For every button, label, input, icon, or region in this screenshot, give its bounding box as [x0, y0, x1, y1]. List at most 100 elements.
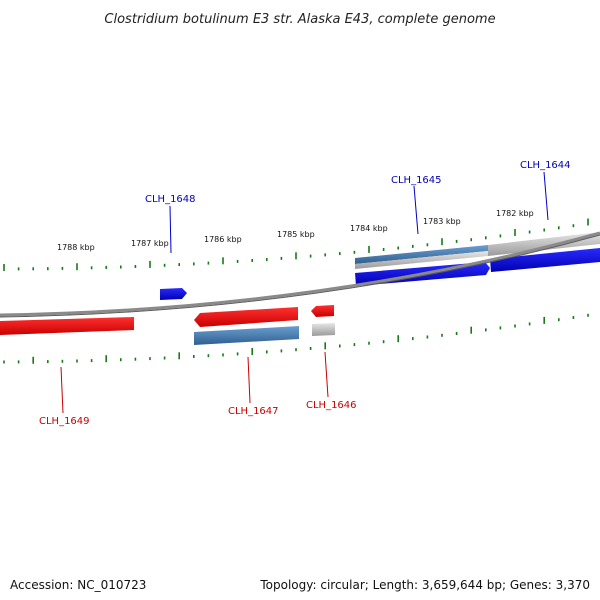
genome-backbone-lower — [0, 234, 600, 318]
lower-track-minor-tick — [280, 349, 283, 353]
upper-track-minor-tick — [339, 252, 341, 256]
label-leaders — [60, 171, 549, 414]
tick-label-1785: 1785 kbp — [277, 230, 315, 239]
gene-block-clh-1647[interactable] — [194, 307, 298, 327]
lower-track-minor-tick — [193, 355, 195, 358]
lower-track-minor-tick — [514, 324, 516, 328]
upper-track-major-tick — [149, 260, 151, 268]
leader-clh-1647 — [247, 356, 251, 404]
lower-track-minor-tick — [149, 357, 151, 361]
lower-track-minor-tick — [76, 359, 78, 363]
upper-track-minor-tick — [324, 253, 326, 257]
lower-track-major-tick — [543, 316, 545, 324]
gene-label-clh-1647[interactable]: CLH_1647 — [228, 406, 279, 417]
lower-track-minor-tick — [222, 353, 224, 357]
upper-track-major-tick — [441, 238, 443, 246]
upper-track-minor-tick — [280, 256, 283, 260]
upper-track-minor-tick — [251, 259, 253, 262]
lower-track-minor-tick — [17, 360, 20, 364]
upper-track-major-tick — [295, 252, 297, 260]
lower-track-major-tick — [32, 356, 34, 364]
upper-track-minor-tick — [207, 261, 210, 265]
lower-track-minor-tick — [3, 360, 5, 364]
lower-track-major-tick — [324, 342, 326, 350]
tick-label-1787: 1787 kbp — [131, 239, 169, 248]
upper-track-major-tick — [76, 263, 78, 271]
upper-track-minor-tick — [134, 265, 137, 268]
accession-text: Accession: NC_010723 — [10, 578, 147, 592]
upper-track-minor-tick — [528, 230, 531, 234]
cds-feature-lower-gray[interactable] — [312, 323, 335, 336]
upper-track-minor-tick — [105, 265, 107, 269]
gene-block-clh-1649[interactable] — [0, 317, 134, 335]
upper-track-minor-tick — [178, 263, 180, 267]
cds-feature-lower-steelblue[interactable] — [194, 326, 299, 345]
upper-track-major-tick — [222, 257, 224, 265]
cds-feature-upper-steelblue[interactable] — [355, 245, 488, 264]
lower-track-major-tick — [105, 355, 107, 363]
cds-feature-upper-gray-left[interactable] — [355, 251, 488, 269]
upper-track-minor-tick — [485, 236, 487, 240]
lower-track-minor-tick — [163, 356, 166, 360]
reverse-genes — [0, 305, 334, 335]
lower-track-minor-tick — [309, 347, 312, 350]
lower-feature-track — [194, 323, 335, 345]
lower-track-minor-tick — [47, 360, 49, 364]
lower-track-minor-tick — [455, 332, 458, 335]
upper-track-minor-tick — [61, 266, 64, 270]
lower-track-minor-tick — [558, 318, 560, 322]
gene-block-clh-1644[interactable] — [490, 248, 600, 272]
upper-feature-track — [355, 232, 600, 269]
upper-track-major-tick — [514, 229, 516, 236]
upper-track-minor-tick — [426, 243, 429, 247]
upper-track-minor-tick — [90, 266, 93, 270]
gene-block-clh-1646[interactable] — [311, 305, 334, 317]
lower-track-minor-tick — [236, 352, 239, 356]
upper-track-minor-tick — [163, 263, 166, 267]
genome-backbone — [0, 231, 600, 317]
upper-track-minor-tick — [309, 254, 312, 258]
upper-track-minor-tick — [47, 267, 49, 271]
lower-tick-track — [3, 313, 589, 364]
gene-label-clh-1644[interactable]: CLH_1644 — [520, 160, 571, 171]
upper-track-minor-tick — [455, 239, 458, 243]
cds-feature-upper-gray-right[interactable] — [488, 232, 600, 256]
lower-track-minor-tick — [485, 328, 487, 332]
lower-track-minor-tick — [353, 343, 356, 347]
upper-track-minor-tick — [412, 244, 414, 248]
map-title: Clostridium botulinum E3 str. Alaska E43… — [104, 12, 495, 27]
lower-track-minor-tick — [572, 316, 575, 319]
gene-label-clh-1649[interactable]: CLH_1649 — [39, 416, 90, 427]
upper-track-minor-tick — [397, 246, 399, 250]
upper-track-minor-tick — [353, 250, 356, 254]
upper-track-minor-tick — [236, 259, 239, 263]
upper-track-minor-tick — [543, 228, 545, 232]
lower-track-minor-tick — [412, 337, 414, 341]
gene-label-clh-1645[interactable]: CLH_1645 — [391, 175, 442, 186]
upper-track-minor-tick — [558, 226, 560, 230]
upper-track-minor-tick — [499, 234, 502, 238]
leader-clh-1648 — [169, 205, 172, 254]
upper-track-minor-tick — [382, 248, 385, 251]
lower-track-major-tick — [178, 352, 180, 360]
lower-track-minor-tick — [120, 358, 122, 362]
leader-clh-1644 — [543, 171, 549, 221]
lower-track-minor-tick — [528, 322, 531, 326]
upper-track-minor-tick — [266, 258, 268, 261]
upper-track-minor-tick — [17, 267, 20, 271]
tick-labels: 1788 kbp 1787 kbp 1786 kbp 1785 kbp 1784… — [57, 209, 534, 252]
tick-label-1783: 1783 kbp — [423, 217, 461, 226]
upper-track-major-tick — [3, 264, 5, 271]
lower-track-minor-tick — [266, 350, 268, 354]
lower-track-minor-tick — [426, 335, 429, 339]
lower-track-minor-tick — [339, 344, 341, 348]
genome-summary-text: Topology: circular; Length: 3,659,644 bp… — [260, 578, 590, 592]
leader-clh-1649 — [60, 366, 64, 414]
tick-label-1782: 1782 kbp — [496, 209, 534, 218]
gene-block-clh-1648[interactable] — [160, 288, 187, 300]
gene-label-clh-1646[interactable]: CLH_1646 — [306, 400, 357, 411]
gene-label-clh-1648[interactable]: CLH_1648 — [145, 194, 196, 205]
tick-label-1788: 1788 kbp — [57, 243, 95, 252]
